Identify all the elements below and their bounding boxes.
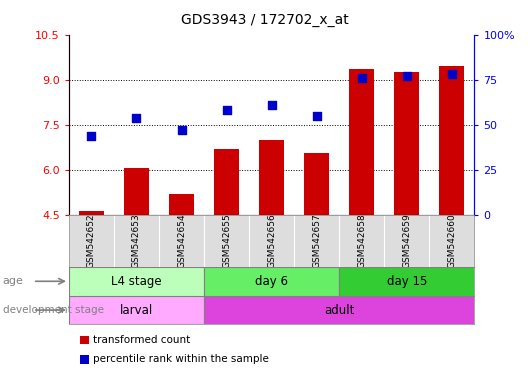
- Text: L4 stage: L4 stage: [111, 275, 162, 288]
- Bar: [304, 153, 329, 215]
- Text: larval: larval: [120, 304, 153, 316]
- Point: [403, 73, 411, 79]
- Text: development stage: development stage: [3, 305, 104, 315]
- Bar: [214, 149, 239, 215]
- Point: [448, 71, 456, 77]
- Bar: [79, 210, 104, 215]
- Bar: [204, 267, 339, 296]
- Text: GSM542656: GSM542656: [267, 214, 276, 268]
- Text: GSM542655: GSM542655: [222, 214, 231, 268]
- Text: GSM542659: GSM542659: [402, 214, 411, 268]
- Text: percentile rank within the sample: percentile rank within the sample: [93, 354, 269, 364]
- Bar: [69, 267, 204, 296]
- Text: GSM542658: GSM542658: [357, 214, 366, 268]
- Bar: [439, 66, 464, 215]
- Text: GSM542660: GSM542660: [447, 214, 456, 268]
- Bar: [259, 140, 284, 215]
- Bar: [394, 72, 419, 215]
- Text: adult: adult: [324, 304, 355, 316]
- Point: [267, 102, 276, 108]
- Text: age: age: [3, 276, 23, 286]
- Text: GSM542652: GSM542652: [87, 214, 96, 268]
- Bar: [69, 296, 204, 324]
- Text: day 15: day 15: [386, 275, 427, 288]
- Text: day 6: day 6: [255, 275, 288, 288]
- Text: GSM542657: GSM542657: [312, 214, 321, 268]
- Text: GSM542653: GSM542653: [132, 214, 141, 268]
- Point: [178, 127, 186, 133]
- Bar: [124, 169, 149, 215]
- Text: GSM542654: GSM542654: [177, 214, 186, 268]
- Point: [357, 75, 366, 81]
- Point: [313, 113, 321, 119]
- Point: [87, 132, 96, 139]
- Bar: [349, 69, 374, 215]
- Text: transformed count: transformed count: [93, 335, 190, 345]
- Point: [132, 114, 141, 121]
- Bar: [169, 194, 194, 215]
- Point: [223, 107, 231, 113]
- Bar: [204, 296, 474, 324]
- Bar: [339, 267, 474, 296]
- Text: GDS3943 / 172702_x_at: GDS3943 / 172702_x_at: [181, 13, 349, 27]
